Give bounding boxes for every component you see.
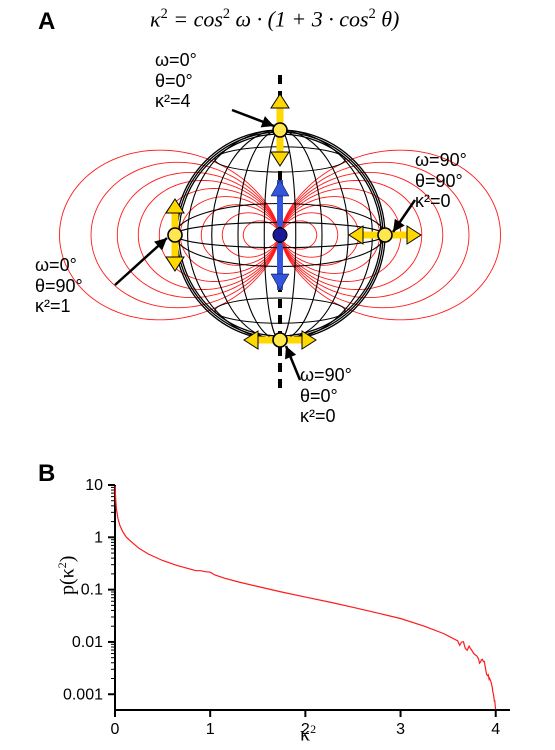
anno-k2: κ²=0 xyxy=(300,406,352,427)
anno-k2: κ²=4 xyxy=(155,91,197,112)
panel-a-diagram xyxy=(0,0,555,460)
anno-theta: θ=90° xyxy=(35,276,83,297)
svg-text:0: 0 xyxy=(111,721,120,738)
anno-k2: κ²=1 xyxy=(35,296,83,317)
svg-text:3: 3 xyxy=(396,721,405,738)
anno-left: ω=0°θ=90°κ²=1 xyxy=(35,255,83,317)
anno-k2: κ²=0 xyxy=(415,191,467,212)
svg-text:0.01: 0.01 xyxy=(72,634,103,651)
svg-text:10: 10 xyxy=(85,477,103,494)
svg-text:0.1: 0.1 xyxy=(81,582,103,599)
anno-theta: θ=90° xyxy=(415,171,467,192)
figure-root: A κ2 = cos2 ω · (1 + 3 · cos2 θ) ω=0°θ=0… xyxy=(0,0,555,750)
svg-text:0.001: 0.001 xyxy=(63,686,103,703)
panel-b-plot: 1010.10.010.00101234 xyxy=(0,460,555,750)
svg-text:4: 4 xyxy=(491,721,500,738)
anno-omega: ω=0° xyxy=(35,255,83,276)
anno-theta: θ=0° xyxy=(300,386,352,407)
svg-text:1: 1 xyxy=(94,529,103,546)
anno-top-left: ω=0°θ=0°κ²=4 xyxy=(155,50,197,112)
anno-omega: ω=0° xyxy=(155,50,197,71)
anno-theta: θ=0° xyxy=(155,71,197,92)
xlabel: κ2 xyxy=(300,722,316,747)
anno-right: ω=90°θ=90°κ²=0 xyxy=(415,150,467,212)
anno-bottom: ω=90°θ=0°κ²=0 xyxy=(300,365,352,427)
svg-text:1: 1 xyxy=(206,721,215,738)
anno-omega: ω=90° xyxy=(415,150,467,171)
anno-omega: ω=90° xyxy=(300,365,352,386)
ylabel: p(κ2) xyxy=(55,556,80,595)
